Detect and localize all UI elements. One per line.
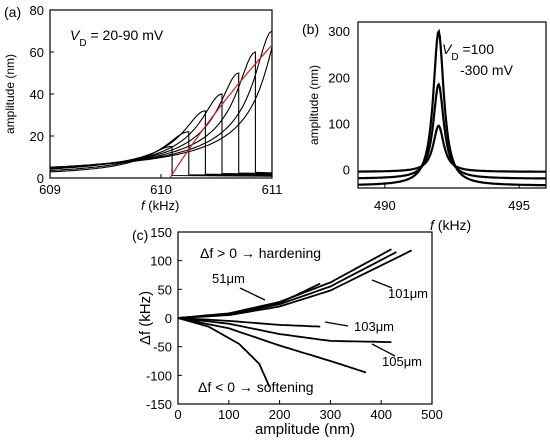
panel-b-annotation-line2: -300 mV [460, 62, 514, 78]
panel-c-label: (c) [132, 227, 148, 243]
panel-c-xtick-label: 0 [174, 407, 181, 422]
panel-c-softening-text: Δf < 0 → softening [198, 379, 314, 395]
panel-c-xtick-label: 300 [320, 407, 342, 422]
panel-b-resonance-curve [358, 124, 546, 173]
panel-c-ytick-label: 50 [158, 282, 172, 297]
panel-a-xlabel: f (kHz) [141, 198, 179, 213]
panel-b-frame [357, 21, 547, 189]
panel-c-label-101um: 101μm [388, 286, 428, 301]
panel-b-resonance-curve [358, 82, 546, 180]
panel-a-backbone-curve [169, 44, 272, 178]
panel-c-label-105um: 105μm [382, 354, 422, 369]
panel-a-ytick-label: 20 [30, 129, 44, 144]
panel-a-annotation: VD = 20-90 mV [70, 27, 164, 49]
panel-a-xtick-label: 610 [150, 182, 172, 197]
panel-c-series-line [177, 317, 321, 328]
panel-c-arrow-101um [371, 279, 393, 289]
panel-c-ytick-label: -100 [146, 368, 172, 383]
panel-a-ytick-label: 80 [30, 3, 44, 18]
panel-b-ylabel: amplitude (nm) [307, 65, 321, 145]
panel-b-ytick-label: 0 [343, 163, 350, 178]
panel-a-ytick-label: 60 [30, 45, 44, 60]
panel-c-ytick-label: 100 [150, 254, 172, 269]
panel-c-arrow-51um [239, 287, 266, 301]
panel-a-ylabel: amplitude (nm) [3, 54, 17, 134]
panel-c-arrow-103um [324, 321, 349, 327]
panel-c-series-line [177, 317, 271, 388]
panel-c-xtick-label: 400 [370, 407, 392, 422]
panel-b-label: (b) [302, 21, 319, 37]
panel-c-xtick-label: 500 [421, 407, 443, 422]
panel-c-label-103um: 103μm [354, 319, 394, 334]
panel-b-ytick-label: 300 [328, 24, 350, 39]
panel-c-ytick-label: -50 [153, 340, 172, 355]
panel-a-ytick-label: 0 [37, 171, 44, 186]
panel-b-xtick-label: 495 [508, 198, 530, 213]
panel-c-series-line [177, 251, 397, 319]
panel-b-xtick-label: 490 [374, 198, 396, 213]
panel-a-label: (a) [4, 4, 21, 20]
panel-c-ylabel: Δf (kHz) [137, 291, 154, 345]
panel-c-xtick-label: 100 [218, 407, 240, 422]
panel-c-series-line [177, 317, 392, 343]
panel-c-series-line [177, 282, 321, 319]
panel-c-label-51um: 51μm [212, 271, 245, 286]
panel-a-response-curve [50, 45, 272, 168]
panel-a-ytick-label: 40 [30, 87, 44, 102]
panel-c-xtick-label: 200 [269, 407, 291, 422]
panel-c-ytick-label: 0 [165, 311, 172, 326]
panel-c-series-line [177, 317, 367, 374]
panel-c-xlabel: amplitude (nm) [255, 421, 355, 438]
panel-c-arrow-105um [371, 343, 396, 357]
panel-b-annotation-line1: VD =100 [442, 41, 494, 63]
panel-b-xlabel: f (kHz) [430, 217, 471, 233]
panel-a-plot [50, 30, 272, 178]
panel-b-ytick-label: 200 [328, 70, 350, 85]
panel-b-ytick-label: 100 [328, 116, 350, 131]
panel-b-resonance-curve [358, 28, 546, 187]
panel-c-ytick-label: 150 [150, 225, 172, 240]
panel-a-response-curve [50, 131, 272, 177]
panel-c-ytick-label: -150 [146, 397, 172, 412]
panel-b-plot [358, 28, 546, 187]
panel-a-xtick-label: 609 [39, 182, 61, 197]
panel-c-hardening-text: Δf > 0 → hardening [200, 245, 321, 261]
panel-a-xtick-label: 611 [262, 182, 283, 197]
